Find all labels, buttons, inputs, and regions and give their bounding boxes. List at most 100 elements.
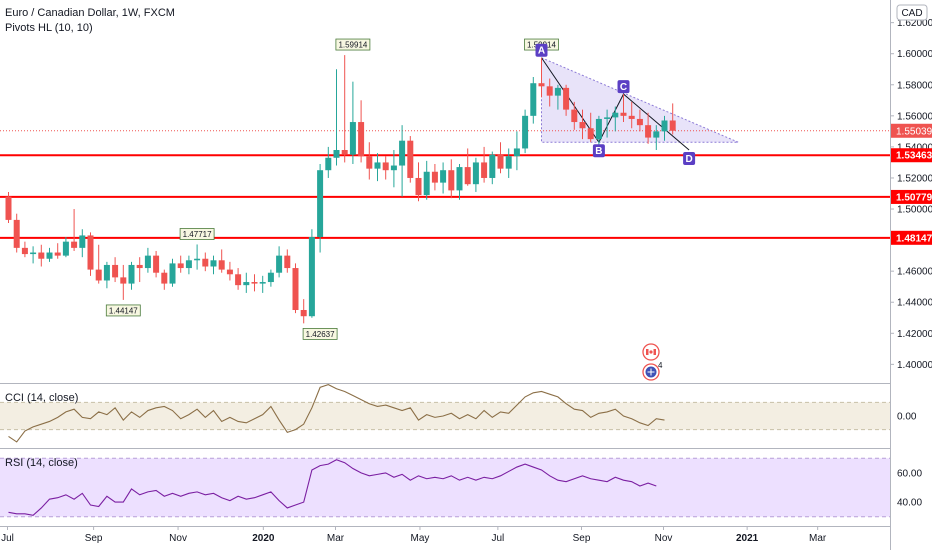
candlestick-series bbox=[5, 55, 676, 324]
level-price-tag bbox=[891, 148, 932, 163]
candle-body bbox=[661, 120, 668, 132]
time-axis[interactable]: Jul Sep Nov 2020 Mar May Jul Sep Nov 2021 Mar bbox=[1, 526, 827, 544]
cci-line bbox=[8, 384, 665, 443]
pivot-label-box bbox=[302, 328, 338, 340]
price-tick-label: 1.44000 bbox=[897, 298, 932, 309]
pivot-label: 1.42637 bbox=[306, 330, 335, 339]
candle-body bbox=[481, 162, 488, 178]
candle-body bbox=[440, 170, 447, 183]
last-price-label: 1.55039 bbox=[896, 126, 932, 137]
pattern-point-marker bbox=[535, 43, 548, 57]
candle-body bbox=[185, 260, 192, 269]
candle-body bbox=[54, 252, 61, 256]
time-tick-label: 2020 bbox=[252, 533, 275, 544]
candle-body bbox=[497, 154, 504, 169]
candle-body bbox=[5, 196, 12, 220]
candle-body bbox=[636, 118, 643, 126]
price-tick-label: 1.50000 bbox=[897, 205, 932, 216]
price-tick-label: 1.46000 bbox=[897, 267, 932, 278]
candle-body bbox=[136, 264, 143, 269]
pattern-path bbox=[541, 57, 690, 151]
price-tick-label: 1.52000 bbox=[897, 173, 932, 184]
candle-body bbox=[522, 115, 529, 149]
rsi-band bbox=[0, 457, 890, 518]
rsi-tick-label: 40.00 bbox=[897, 498, 922, 509]
horizontal-levels[interactable] bbox=[0, 130, 890, 239]
time-tick-label: Nov bbox=[169, 533, 187, 544]
candle-body bbox=[390, 165, 397, 171]
price-axis[interactable]: 1.62000 1.60000 1.58000 1.56000 1.54000 1.520… bbox=[890, 18, 932, 509]
candle-body bbox=[284, 255, 291, 269]
candle-body bbox=[349, 122, 356, 155]
pivot-label: 1.44147 bbox=[109, 306, 138, 315]
rsi-band-fill bbox=[0, 458, 890, 517]
indicator-label: Pivots HL (10, 10) bbox=[5, 22, 93, 34]
pattern-point-label: C bbox=[620, 82, 627, 93]
candle-body bbox=[325, 157, 332, 171]
candle-body bbox=[448, 170, 455, 191]
candle-body bbox=[538, 83, 545, 87]
candle-body bbox=[464, 167, 471, 185]
candle-body bbox=[161, 272, 168, 284]
svg-text:4: 4 bbox=[658, 361, 663, 370]
candle-body bbox=[571, 109, 578, 123]
candle-body bbox=[669, 120, 676, 131]
candle-body bbox=[308, 236, 315, 317]
candle-body bbox=[194, 258, 201, 261]
candle-body bbox=[333, 150, 340, 158]
candle-body bbox=[407, 140, 414, 178]
candle-body bbox=[546, 86, 553, 96]
candle-body bbox=[628, 115, 635, 119]
rsi-tick-label: 60.00 bbox=[897, 468, 922, 479]
candle-body bbox=[554, 87, 561, 96]
candle-body bbox=[472, 162, 479, 185]
candle-body bbox=[513, 148, 520, 157]
time-tick-label: Mar bbox=[809, 533, 827, 544]
canada-flag-icon[interactable] bbox=[642, 343, 660, 361]
cci-band-fill bbox=[0, 402, 890, 430]
candle-body bbox=[153, 255, 160, 273]
candle-body bbox=[300, 309, 307, 317]
time-tick-label: Sep bbox=[573, 533, 591, 544]
main-pane[interactable] bbox=[0, 0, 890, 383]
currency-badge: CAD bbox=[901, 8, 922, 19]
price-tick-label: 1.54000 bbox=[897, 142, 932, 153]
candle-body bbox=[210, 260, 217, 267]
economic-event-icon[interactable]: 4 bbox=[642, 361, 663, 381]
cci-series bbox=[8, 384, 665, 443]
last-price-tag bbox=[891, 123, 932, 138]
candle-body bbox=[71, 241, 78, 248]
candle-body bbox=[423, 171, 430, 196]
cci-pane-label: CCI (14, close) bbox=[5, 392, 78, 404]
pivot-label: 1.59914 bbox=[338, 41, 367, 50]
time-tick-label: Sep bbox=[85, 533, 103, 544]
candle-body bbox=[218, 260, 225, 270]
pattern-point-marker bbox=[683, 152, 696, 166]
level-price-tag bbox=[891, 230, 932, 245]
candle-body bbox=[144, 255, 151, 269]
candle-body bbox=[530, 83, 537, 116]
pattern-point-label: A bbox=[538, 46, 545, 57]
candle-body bbox=[645, 125, 652, 138]
candle-body bbox=[202, 258, 209, 267]
candle-body bbox=[399, 140, 406, 166]
candle-body bbox=[103, 264, 110, 281]
pattern-point-marker bbox=[592, 144, 605, 158]
candle-body bbox=[251, 282, 258, 284]
candle-body bbox=[177, 263, 184, 269]
candle-body bbox=[456, 167, 463, 191]
pivot-label-box bbox=[179, 228, 215, 240]
time-tick-label: Mar bbox=[327, 533, 345, 544]
candle-body bbox=[374, 162, 381, 169]
currency-badge-box[interactable] bbox=[896, 4, 928, 21]
cci-band bbox=[0, 401, 890, 431]
candle-body bbox=[505, 156, 512, 169]
candle-body bbox=[21, 247, 28, 255]
candle-body bbox=[267, 272, 274, 283]
price-tick-label: 1.62000 bbox=[897, 18, 932, 29]
candle-body bbox=[276, 255, 283, 273]
price-tick-label: 1.60000 bbox=[897, 49, 932, 60]
time-tick-label: 2021 bbox=[736, 533, 759, 544]
candle-body bbox=[653, 131, 660, 138]
